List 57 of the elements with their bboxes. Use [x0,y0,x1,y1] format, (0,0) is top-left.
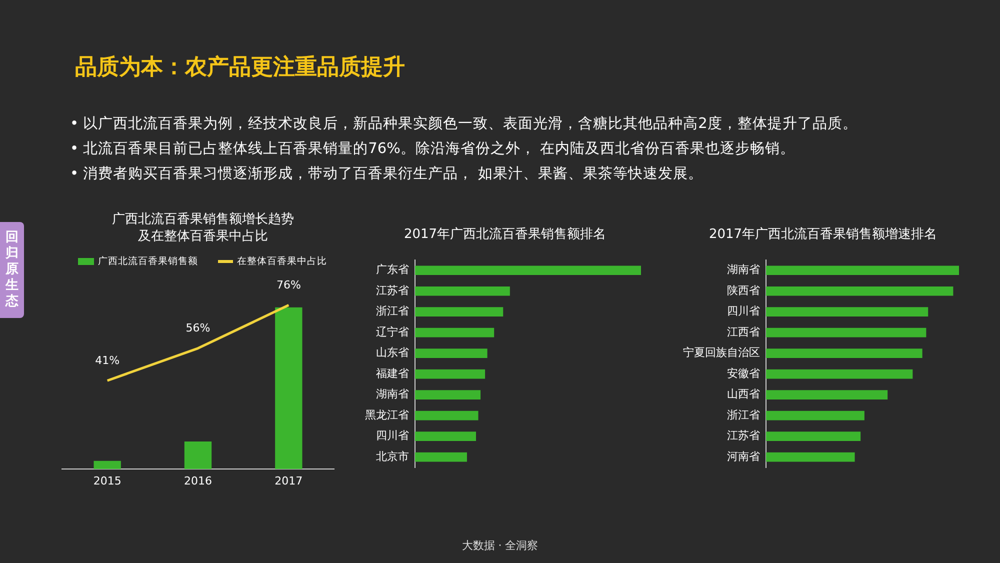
y-tick-label: 安徽省 [727,366,760,380]
text: 大数据 · 全洞察 [460,538,540,553]
bar [415,410,478,420]
x-tick-label: 2015 [93,474,122,488]
chart-title: 广西北流百香果销售额增长趋势及在整体百香果中占比 [111,211,295,245]
text: • 消费者购买百香果习惯逐渐形成，带动了百香果衍生产品， 如果汁、果酱、果茶等快速发展。 [70,165,704,184]
y-tick-label: 湖南省 [376,388,409,401]
y-tick-label: 辽宁省 [376,325,409,338]
bar [415,307,504,317]
y-tick-label: 山东省 [376,346,409,360]
y-tick-label: 湖南省 [727,263,760,276]
y-tick-label: 浙江省 [376,304,409,318]
bar [766,410,864,420]
y-tick-label: 黑龙江省 [365,408,409,422]
y-tick-label: 北京市 [376,450,409,463]
bar [415,266,641,276]
bar [766,369,913,379]
y-tick-label: 河南省 [727,450,760,463]
y-tick-label: 陕西省 [727,284,760,297]
y-tick-label: 四川省 [727,304,760,318]
bar [766,452,855,462]
bar [766,266,959,276]
bar [415,286,510,296]
y-tick-label: 山西省 [727,388,760,401]
legend-label: 在整体百香果中占比 [237,255,327,268]
bar [766,348,922,358]
legend-label: 广西北流百香果销售额 [98,255,198,268]
y-tick-label: 福建省 [376,366,409,380]
bar [415,432,476,441]
text: 品质为本：农产品更注重品质提升 [75,54,405,82]
bar [415,452,467,462]
bar [415,328,494,338]
y-tick-label: 四川省 [376,429,409,442]
data-label: 56% [186,322,210,335]
y-tick-label: 宁夏回族自治区 [683,346,760,360]
bar [415,390,481,400]
text: • 以广西北流百香果为例，经技术改良后，新品种果实颜色一致、表面光滑，含糖比其他品种高2度，整体提升了品质。 [70,114,858,134]
chart-title: 2017年广西北流百香果销售额增速排名 [708,226,938,243]
data-label: 76% [276,278,301,292]
x-tick-label: 2017 [274,474,303,488]
y-tick-label: 广东省 [376,263,409,276]
bar [415,348,488,358]
bar [415,369,486,379]
x-tick-label: 2016 [184,474,212,488]
text: • 北流百香果目前已占整体线上百香果销量的76%。除沿海省份之外， 在内陆及西北省份百香果也逐步畅销。 [70,140,796,159]
bar [766,328,926,338]
text: 回归原生态 [0,222,24,318]
y-tick-label: 浙江省 [727,408,760,422]
y-tick-label: 江苏省 [727,429,760,442]
y-tick-label: 江苏省 [376,284,409,297]
chart-title: 2017年广西北流百香果销售额排名 [402,226,608,243]
bar [766,286,954,296]
bar [766,390,888,400]
data-label: 41% [95,354,120,367]
bar [766,307,928,317]
y-tick-label: 江西省 [727,325,760,338]
bar [766,432,861,441]
